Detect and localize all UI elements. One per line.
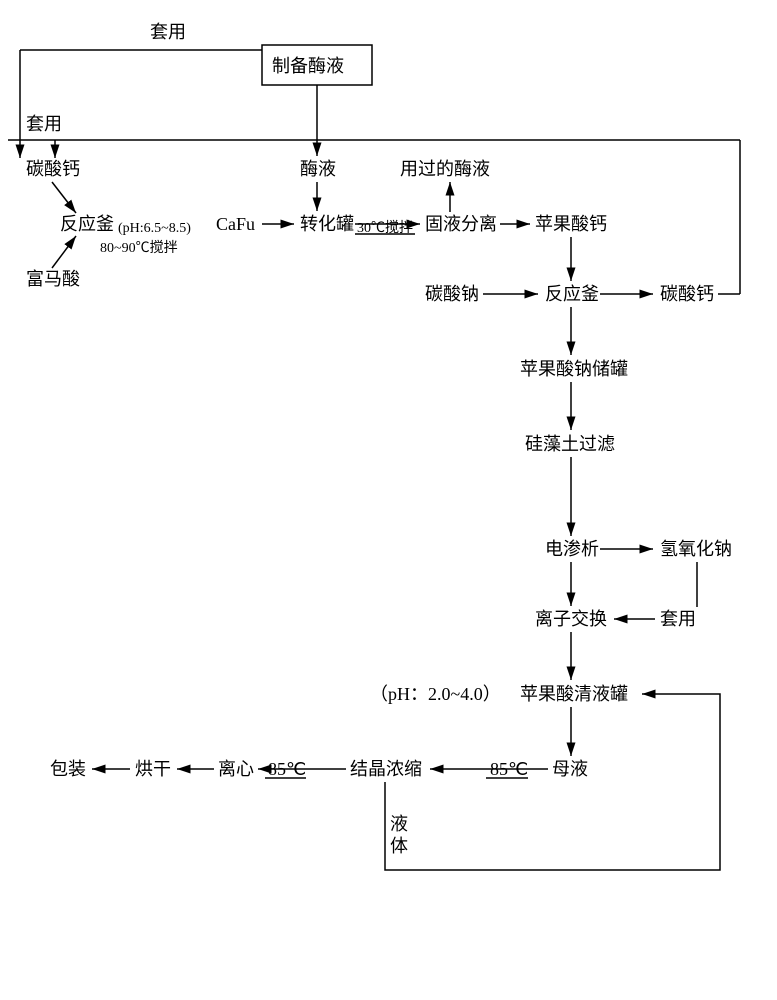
reactor1-temp: 80~90℃搅拌 [100,240,178,256]
mother-label: 母液 [552,759,588,779]
na2co3-label: 碳酸钠 [425,284,479,304]
pack-label: 包装 [50,759,86,779]
fumaric-label: 富马酸 [26,269,80,289]
naoh-label: 氢氧化钠 [660,539,732,559]
reactor1-ph: (pH:6.5~8.5) [118,221,191,236]
liquid-label1: 液 [390,814,408,834]
centrifuge-label: 离心 [218,759,254,779]
cafu-label: CaFu [216,214,255,234]
flowchart-diagram: 制备酶液 套用 套用 碳酸钙 酶液 用过的酶液 富马酸 反应釜 (pH:6.5~… [0,0,777,1000]
reuse-label-top1: 套用 [150,22,186,42]
reactor2-label: 反应釜 [545,284,599,304]
used-enzyme-label: 用过的酶液 [400,159,490,179]
conv-tank-label: 转化罐 [300,214,354,234]
dry-label: 烘干 [135,759,171,779]
ph-note: （pH：2.0~4.0） [370,684,501,704]
ca-malate-label: 苹果酸钙 [535,214,607,234]
caco3-out-label: 碳酸钙 [660,284,714,304]
reactor1-label: 反应釜 [60,214,114,234]
sep-label: 固液分离 [425,214,497,234]
clear-label: 苹果酸清液罐 [520,684,628,704]
reuse-label-top2: 套用 [26,114,62,134]
caco3-label: 碳酸钙 [26,159,80,179]
prep-enzyme-label: 制备酶液 [272,56,344,76]
cryst-label: 结晶浓缩 [350,759,422,779]
liquid-label2: 体 [390,836,408,856]
na-malate-label: 苹果酸钠储罐 [520,359,628,379]
enzyme-label: 酶液 [300,159,336,179]
ed-label: 电渗析 [545,539,599,559]
ion-label: 离子交换 [535,609,607,629]
diatom-label: 硅藻土过滤 [525,434,615,454]
reuse-ion-label: 套用 [660,609,696,629]
